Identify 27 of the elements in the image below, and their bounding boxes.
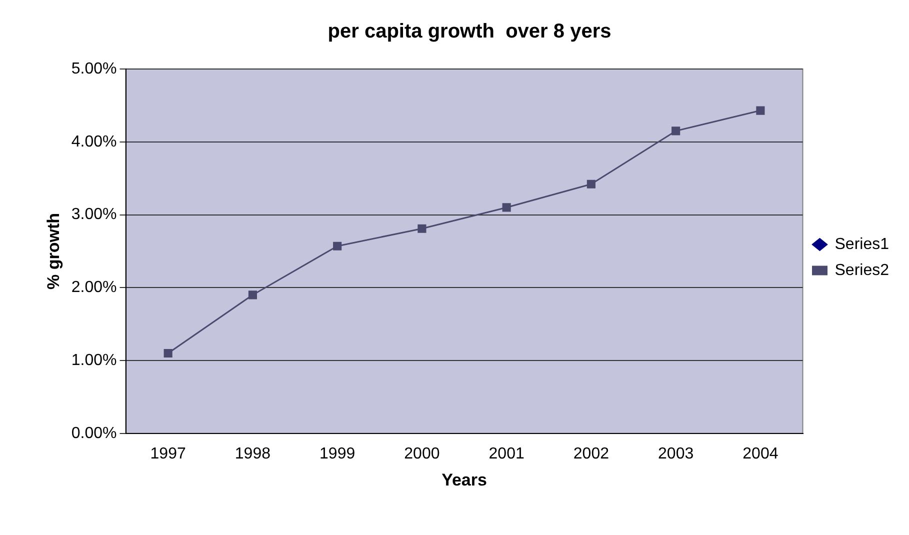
x-tick-label: 1998 — [234, 445, 271, 462]
point — [418, 224, 426, 233]
x-tick-label: 1997 — [150, 445, 186, 462]
point — [164, 348, 172, 358]
x-tick-label: 2001 — [488, 445, 524, 462]
x-tick-label: 2002 — [573, 445, 610, 462]
y-tick-label: 0.00% — [71, 424, 117, 442]
point — [586, 180, 596, 188]
point — [756, 106, 765, 115]
x-tick-label: 1999 — [320, 445, 356, 462]
y-tick-label: 2.00% — [71, 279, 117, 296]
x-axis-title: Years — [442, 470, 487, 490]
y-tick-label: 1.00% — [71, 352, 117, 369]
legend-label: Series1 — [834, 236, 890, 253]
legend-label: Series2 — [834, 262, 890, 279]
chart-title: per capita growth over 8 yers — [328, 20, 612, 43]
point — [502, 203, 511, 212]
y-tick-label: 5.00% — [71, 60, 117, 78]
y-axis-title: % growth — [44, 212, 63, 290]
x-tick-label: 2003 — [658, 445, 694, 462]
point — [672, 126, 680, 136]
y-tick-label: 3.00% — [71, 206, 117, 224]
x-tick-label: 2004 — [742, 445, 778, 462]
x-tick-label: 2000 — [404, 445, 440, 462]
point — [248, 290, 257, 300]
y-tick-label: 4.00% — [71, 133, 117, 150]
point — [333, 242, 342, 250]
